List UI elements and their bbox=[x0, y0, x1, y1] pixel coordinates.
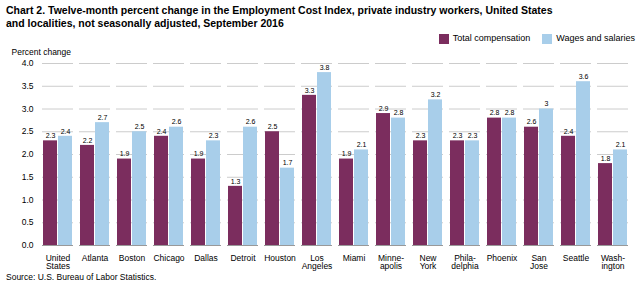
svg-text:Phila-delphia: Phila-delphia bbox=[451, 253, 479, 271]
svg-text:3.6: 3.6 bbox=[579, 73, 589, 80]
svg-text:3.3: 3.3 bbox=[305, 87, 315, 94]
svg-text:2.7: 2.7 bbox=[98, 114, 108, 121]
svg-text:Dallas: Dallas bbox=[194, 253, 218, 263]
html-text:Wages and salaries: Wages and salaries bbox=[556, 33, 635, 43]
svg-text:2.4: 2.4 bbox=[157, 128, 167, 135]
svg-text:2.4: 2.4 bbox=[61, 128, 71, 135]
svg-text:Miami: Miami bbox=[343, 253, 366, 263]
svg-text:1.8: 1.8 bbox=[601, 155, 611, 162]
svg-text:2.3: 2.3 bbox=[209, 132, 219, 139]
svg-text:2.3: 2.3 bbox=[46, 132, 56, 139]
svg-text:Detroit: Detroit bbox=[230, 253, 256, 263]
svg-text:Atlanta: Atlanta bbox=[82, 253, 109, 263]
svg-text:Wash-ington: Wash-ington bbox=[601, 253, 625, 271]
html-text:Chart 2. Twelve-month percent: Chart 2. Twelve-month percent change in … bbox=[6, 4, 553, 16]
svg-text:UnitedStates: UnitedStates bbox=[46, 253, 71, 271]
svg-text:2.0: 2.0 bbox=[22, 149, 34, 159]
svg-text:NewYork: NewYork bbox=[419, 253, 437, 271]
svg-text:1.5: 1.5 bbox=[22, 172, 34, 182]
svg-text:1.3: 1.3 bbox=[231, 178, 241, 185]
svg-text:Houston: Houston bbox=[264, 253, 296, 263]
svg-text:2.5: 2.5 bbox=[135, 123, 145, 130]
svg-text:3.5: 3.5 bbox=[22, 81, 34, 91]
svg-text:2.3: 2.3 bbox=[453, 132, 463, 139]
svg-text:2.8: 2.8 bbox=[490, 109, 500, 116]
svg-text:2.3: 2.3 bbox=[416, 132, 426, 139]
svg-text:Minne-apolis: Minne-apolis bbox=[378, 253, 404, 271]
svg-text:2.4: 2.4 bbox=[564, 128, 574, 135]
svg-text:4.0: 4.0 bbox=[22, 58, 34, 68]
svg-text:1.9: 1.9 bbox=[342, 150, 352, 157]
svg-text:2.5: 2.5 bbox=[268, 123, 278, 130]
svg-text:2.6: 2.6 bbox=[172, 118, 182, 125]
svg-text:3: 3 bbox=[545, 100, 549, 107]
svg-text:1.7: 1.7 bbox=[283, 159, 293, 166]
html-text:Source: U.S. Bureau of Labor S: Source: U.S. Bureau of Labor Statistics. bbox=[6, 272, 157, 282]
html-text:and localities, not seasonally: and localities, not seasonally adjusted,… bbox=[6, 17, 284, 29]
svg-text:2.6: 2.6 bbox=[527, 118, 537, 125]
svg-text:1.9: 1.9 bbox=[194, 150, 204, 157]
svg-text:Chicago: Chicago bbox=[153, 253, 184, 263]
svg-text:2.2: 2.2 bbox=[83, 137, 93, 144]
svg-text:2.5: 2.5 bbox=[22, 126, 34, 136]
svg-text:SanJose: SanJose bbox=[530, 253, 548, 271]
svg-text:2.3: 2.3 bbox=[468, 132, 478, 139]
svg-text:0.0: 0.0 bbox=[22, 240, 34, 250]
svg-text:Phoenix: Phoenix bbox=[487, 253, 518, 263]
svg-text:2.6: 2.6 bbox=[246, 118, 256, 125]
svg-text:1.0: 1.0 bbox=[22, 195, 34, 205]
svg-text:1.9: 1.9 bbox=[120, 150, 130, 157]
svg-text:2.1: 2.1 bbox=[357, 141, 367, 148]
svg-text:LosAngeles: LosAngeles bbox=[302, 253, 333, 271]
svg-text:2.9: 2.9 bbox=[379, 105, 389, 112]
svg-text:Seattle: Seattle bbox=[563, 253, 590, 263]
svg-text:2.8: 2.8 bbox=[505, 109, 515, 116]
svg-text:3.0: 3.0 bbox=[22, 104, 34, 114]
svg-text:Percent change: Percent change bbox=[12, 47, 72, 57]
svg-text:2.1: 2.1 bbox=[616, 141, 626, 148]
html-text:Total compensation: Total compensation bbox=[452, 33, 531, 43]
svg-text:Boston: Boston bbox=[119, 253, 146, 263]
svg-text:3.2: 3.2 bbox=[431, 91, 441, 98]
svg-text:2.8: 2.8 bbox=[394, 109, 404, 116]
svg-text:0.5: 0.5 bbox=[22, 217, 34, 227]
svg-text:3.8: 3.8 bbox=[320, 64, 330, 71]
